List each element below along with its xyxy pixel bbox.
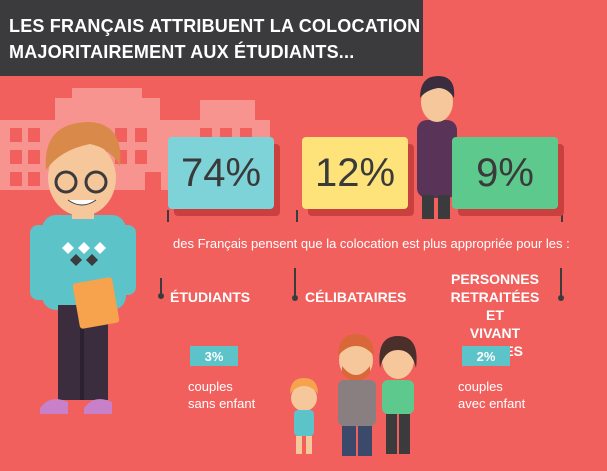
- category-students: ÉTUDIANTS: [170, 289, 251, 305]
- man-figure: [417, 76, 457, 219]
- stat-value-retired: 9%: [476, 150, 534, 195]
- dot-icon: [292, 295, 298, 301]
- student-figure: [30, 122, 136, 414]
- stat-box-retired: 9%: [452, 137, 558, 209]
- stat-box-students: 74%: [168, 137, 274, 209]
- category-singles: CÉLIBATAIRES: [305, 289, 407, 305]
- badge-couples-with-child: 2%: [462, 346, 510, 366]
- dot-icon: [158, 293, 164, 299]
- stat-value-students: 74%: [180, 150, 262, 195]
- title-line-2: MAJORITAIREMENT AUX ÉTUDIANTS...: [9, 42, 355, 62]
- badge-note-couples-with-child: couples avec enfant: [458, 379, 526, 411]
- family-figure: [290, 334, 417, 456]
- title-banner: LES FRANÇAIS ATTRIBUENT LA COLOCATION MA…: [0, 0, 423, 76]
- badge-note-couples-no-child: couples sans enfant: [188, 379, 256, 411]
- stat-value-singles: 12%: [314, 150, 396, 195]
- dot-icon: [558, 295, 564, 301]
- subtitle: des Français pensent que la colocation e…: [173, 236, 570, 251]
- stat-box-singles: 12%: [302, 137, 408, 209]
- badge-couples-no-child: 3%: [190, 346, 238, 366]
- title-line-1: LES FRANÇAIS ATTRIBUENT LA COLOCATION: [9, 16, 421, 36]
